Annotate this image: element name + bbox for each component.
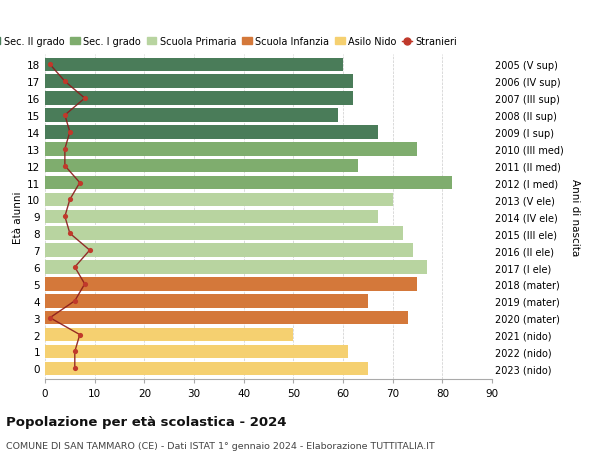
Bar bbox=[45, 328, 293, 341]
Point bbox=[70, 365, 80, 372]
Bar bbox=[45, 143, 418, 156]
Point bbox=[65, 129, 74, 136]
Point bbox=[60, 162, 70, 170]
Bar bbox=[45, 109, 338, 123]
Text: COMUNE DI SAN TAMMARO (CE) - Dati ISTAT 1° gennaio 2024 - Elaborazione TUTTITALI: COMUNE DI SAN TAMMARO (CE) - Dati ISTAT … bbox=[6, 441, 435, 450]
Point bbox=[75, 179, 85, 187]
Point bbox=[65, 230, 74, 237]
Bar bbox=[45, 362, 368, 375]
Bar bbox=[45, 294, 368, 308]
Bar bbox=[45, 345, 348, 358]
Bar bbox=[45, 210, 378, 224]
Point bbox=[70, 297, 80, 305]
Point bbox=[60, 78, 70, 86]
Bar bbox=[45, 227, 403, 241]
Point bbox=[80, 95, 89, 102]
Point bbox=[85, 247, 95, 254]
Point bbox=[70, 264, 80, 271]
Bar bbox=[45, 244, 413, 257]
Bar bbox=[45, 75, 353, 89]
Bar bbox=[45, 193, 392, 207]
Bar bbox=[45, 176, 452, 190]
Point bbox=[70, 348, 80, 355]
Bar bbox=[45, 58, 343, 72]
Y-axis label: Anni di nascita: Anni di nascita bbox=[570, 179, 580, 255]
Point bbox=[80, 280, 89, 288]
Point bbox=[65, 196, 74, 204]
Bar bbox=[45, 92, 353, 106]
Y-axis label: Età alunni: Età alunni bbox=[13, 190, 23, 243]
Text: Popolazione per età scolastica - 2024: Popolazione per età scolastica - 2024 bbox=[6, 415, 287, 428]
Legend: Sec. II grado, Sec. I grado, Scuola Primaria, Scuola Infanzia, Asilo Nido, Stran: Sec. II grado, Sec. I grado, Scuola Prim… bbox=[0, 37, 457, 47]
Point bbox=[45, 314, 55, 322]
Bar bbox=[45, 126, 378, 140]
Bar bbox=[45, 261, 427, 274]
Point bbox=[60, 146, 70, 153]
Bar bbox=[45, 311, 407, 325]
Point bbox=[60, 213, 70, 221]
Point bbox=[60, 112, 70, 119]
Point bbox=[45, 62, 55, 69]
Point bbox=[75, 331, 85, 339]
Bar bbox=[45, 278, 418, 291]
Bar bbox=[45, 160, 358, 173]
